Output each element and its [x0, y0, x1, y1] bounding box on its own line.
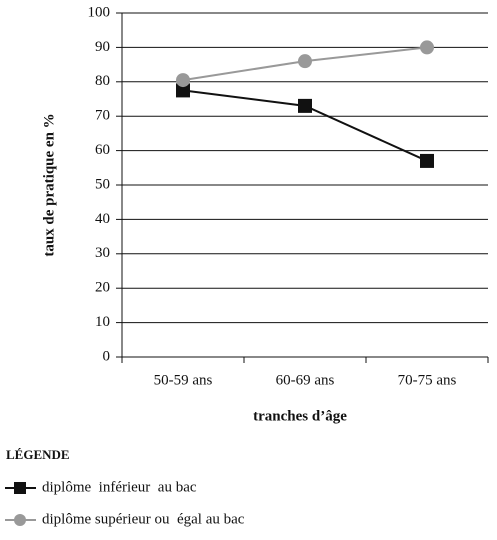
legend-marker [14, 482, 26, 494]
legend-label: diplôme supérieur ou égal au bac [42, 511, 245, 527]
marker [176, 73, 190, 88]
x-tick-label: 70-75 ans [398, 372, 457, 388]
marker [420, 153, 434, 168]
y-tick-label: 60 [95, 142, 110, 158]
marker [298, 54, 312, 69]
marker [176, 83, 190, 98]
y-tick-label: 40 [95, 211, 110, 227]
legend-marker [14, 514, 26, 526]
x-tick-label: 60-69 ans [276, 372, 335, 388]
y-axis-label: taux de pratique en % [41, 113, 57, 256]
x-axis-label: tranches d’âge [253, 408, 347, 424]
y-tick-label: 80 [95, 73, 110, 89]
y-tick-label: 30 [95, 245, 110, 261]
y-tick-label: 20 [95, 280, 110, 296]
y-tick-label: 90 [95, 39, 110, 55]
legend-title: LÉGENDE [6, 447, 70, 462]
y-tick-label: 50 [95, 176, 110, 192]
x-tick-label: 50-59 ans [154, 372, 213, 388]
y-tick-label: 100 [88, 4, 111, 20]
y-tick-label: 10 [95, 314, 110, 330]
legend-label: diplôme inférieur au bac [42, 479, 197, 495]
marker [298, 98, 312, 113]
y-tick-label: 0 [103, 348, 111, 364]
marker [420, 40, 434, 55]
y-tick-label: 70 [95, 108, 110, 124]
